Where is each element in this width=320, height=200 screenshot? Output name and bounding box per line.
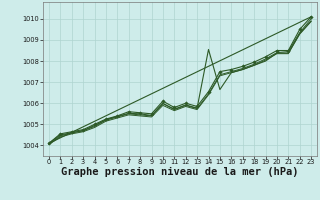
X-axis label: Graphe pression niveau de la mer (hPa): Graphe pression niveau de la mer (hPa): [61, 167, 299, 177]
